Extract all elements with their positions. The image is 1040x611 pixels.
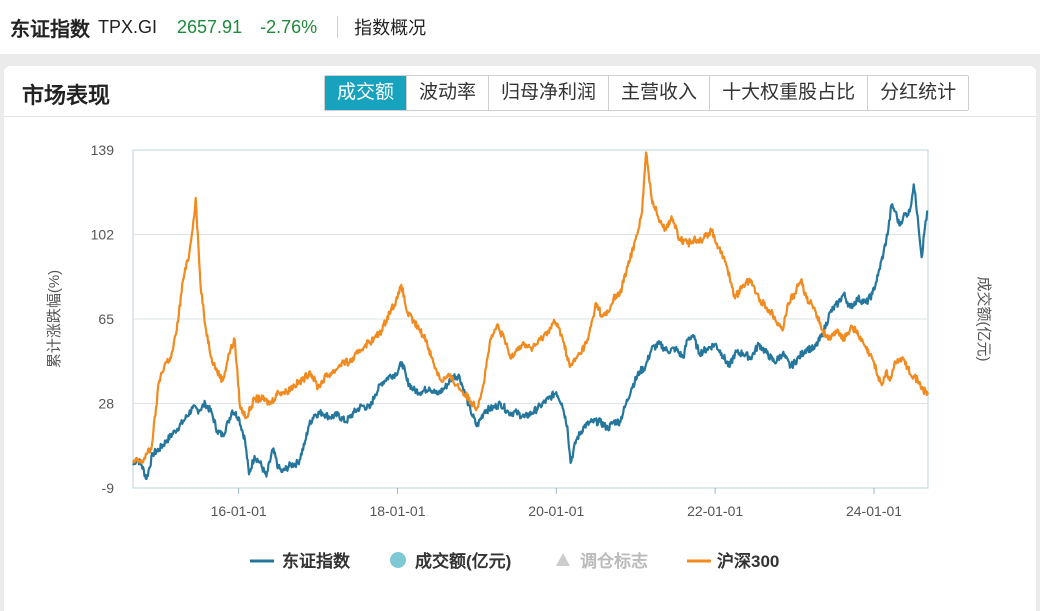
- x-tick-label: 22-01-01: [687, 503, 743, 519]
- y-tick-label: 28: [98, 396, 114, 412]
- market-performance-panel: 市场表现 成交额 波动率 归母净利润 主营收入 十大权重股占比 分红统计 -9 2…: [4, 66, 1036, 611]
- csi300-series-line: [131, 151, 930, 464]
- legend-csi300-label[interactable]: 沪深300: [717, 551, 779, 571]
- y-tick-label: 139: [91, 142, 115, 158]
- y-tick-label: 102: [91, 227, 115, 243]
- index-name: 东证指数: [10, 18, 90, 41]
- index-code: TPX.GI: [98, 16, 158, 37]
- x-tick-label: 20-01-01: [528, 503, 584, 519]
- tab-volatility[interactable]: 波动率: [407, 76, 490, 110]
- legend-rebalance-label[interactable]: 调仓标志: [580, 551, 648, 571]
- legend-rebalance-marker[interactable]: [556, 553, 570, 566]
- y-axis-title: 累计涨跌幅(%): [46, 270, 63, 368]
- tab-net-profit[interactable]: 归母净利润: [489, 76, 610, 110]
- tab-top10-weight[interactable]: 十大权重股占比: [710, 76, 869, 110]
- y-tick-label: 65: [98, 311, 114, 327]
- index-overview-link[interactable]: 指数概况: [354, 18, 427, 38]
- x-tick-label: 18-01-01: [369, 503, 425, 519]
- x-tick-label: 16-01-01: [211, 503, 267, 519]
- index-change-pct: -2.76%: [260, 16, 318, 37]
- legend-turnover-label[interactable]: 成交额(亿元): [415, 551, 511, 571]
- y-tick-label: -9: [102, 480, 115, 496]
- y2-axis-title: 成交额(亿元): [975, 277, 993, 362]
- legend-topix-label[interactable]: 东证指数: [282, 551, 351, 571]
- legend-turnover-marker[interactable]: [390, 552, 406, 568]
- chart-legend: 东证指数 成交额(亿元) 调仓标志 沪深300: [250, 551, 779, 571]
- metric-tabs: 成交额 波动率 归母净利润 主营收入 十大权重股占比 分红统计: [324, 75, 970, 111]
- tab-turnover[interactable]: 成交额: [325, 76, 408, 110]
- performance-chart: -9 28 65 102 139 16-01-01 18-01-01 20-01-01 22-…: [46, 142, 993, 571]
- index-header: 东证指数 TPX.GI 2657.91 -2.76% 指数概况: [0, 0, 1040, 54]
- panel-title: 市场表现: [22, 83, 111, 108]
- header-divider: [337, 16, 339, 38]
- tab-dividend-stats[interactable]: 分红统计: [880, 82, 957, 103]
- index-price: 2657.91: [177, 16, 243, 37]
- topix-series-line: [132, 183, 929, 480]
- tab-main-revenue[interactable]: 主营收入: [609, 76, 711, 110]
- panel-header: 市场表现 成交额 波动率 归母净利润 主营收入 十大权重股占比 分红统计: [4, 66, 1036, 117]
- x-tick-label: 24-01-01: [846, 503, 902, 519]
